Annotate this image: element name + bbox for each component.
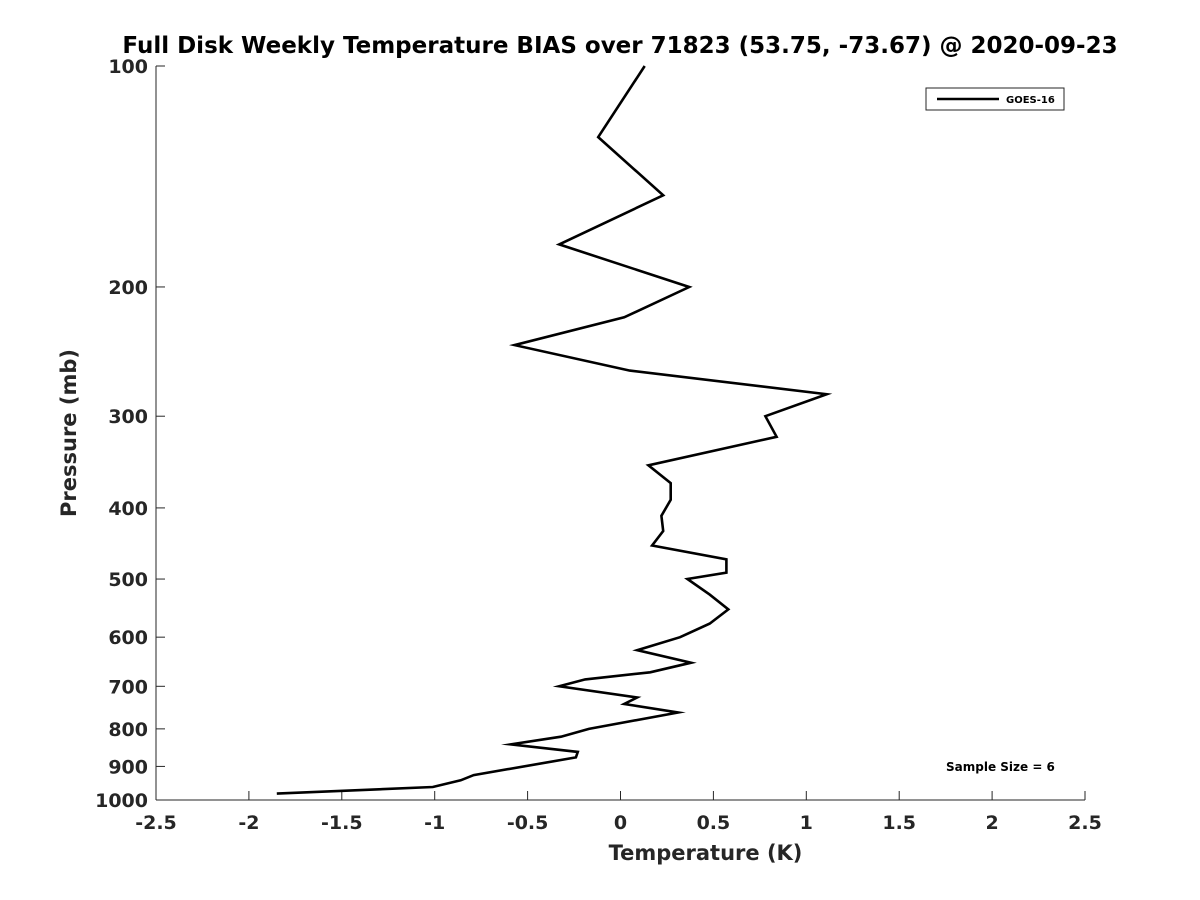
sample-size-annotation: Sample Size = 6 bbox=[946, 760, 1055, 774]
x-tick-label: 1 bbox=[800, 812, 813, 834]
chart-title: Full Disk Weekly Temperature BIAS over 7… bbox=[122, 33, 1117, 59]
x-tick-label: -2 bbox=[238, 812, 259, 834]
x-tick-label: 0 bbox=[614, 812, 627, 834]
x-tick-label: -2.5 bbox=[135, 812, 177, 834]
y-tick-label: 500 bbox=[108, 569, 148, 591]
x-tick-label: -1.5 bbox=[321, 812, 363, 834]
x-tick-label: 2.5 bbox=[1068, 812, 1102, 834]
x-tick-label: -0.5 bbox=[507, 812, 549, 834]
series-line-goes-16 bbox=[276, 65, 833, 795]
y-tick-label: 400 bbox=[108, 498, 148, 520]
y-tick-label: 800 bbox=[108, 719, 148, 741]
y-tick-label: 1000 bbox=[95, 790, 148, 812]
y-tick-label: 900 bbox=[108, 756, 148, 778]
y-tick-label: 700 bbox=[108, 676, 148, 698]
y-tick-label: 600 bbox=[108, 627, 148, 649]
x-tick-label: -1 bbox=[424, 812, 445, 834]
y-tick-label: 100 bbox=[108, 56, 148, 78]
legend-label-goes-16: GOES-16 bbox=[1006, 95, 1055, 106]
x-tick-label: 0.5 bbox=[697, 812, 731, 834]
y-tick-label: 200 bbox=[108, 277, 148, 299]
x-tick-label: 2 bbox=[985, 812, 998, 834]
y-axis-title: Pressure (mb) bbox=[57, 349, 81, 517]
x-axis-title: Temperature (K) bbox=[609, 841, 803, 865]
x-tick-label: 1.5 bbox=[882, 812, 916, 834]
y-tick-label: 300 bbox=[108, 406, 148, 428]
